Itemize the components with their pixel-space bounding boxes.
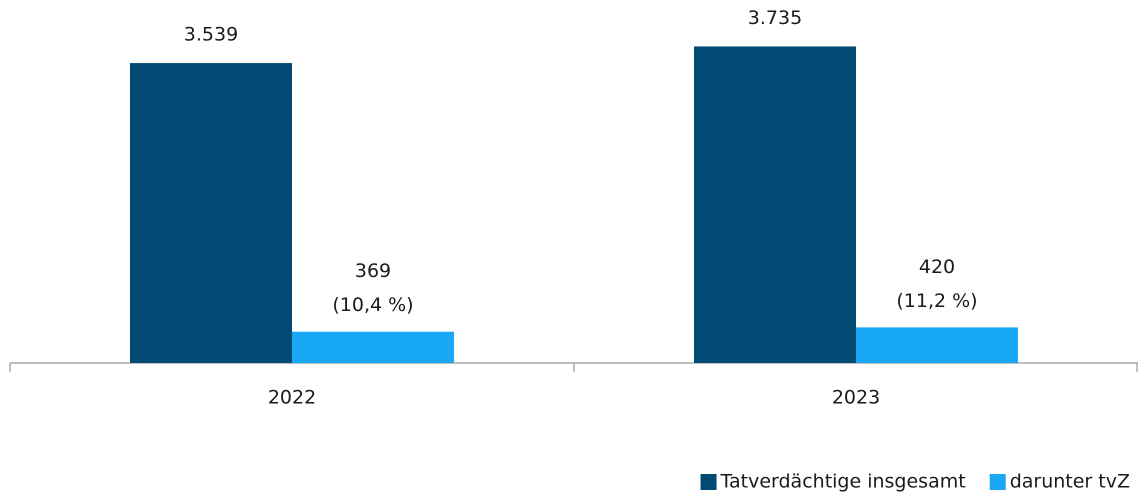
x-tick-label: 2022	[268, 387, 316, 409]
x-tick-label: 2023	[832, 387, 880, 409]
share-label: (11,2 %)	[896, 290, 977, 312]
bar	[694, 46, 856, 364]
bar	[130, 63, 292, 363]
legend-swatch	[700, 474, 717, 490]
value-label: 3.735	[748, 7, 802, 29]
legend-label: Tatverdächtige insgesamt	[720, 471, 966, 493]
legend-label: darunter tvZ	[1010, 471, 1130, 493]
value-label: 369	[355, 260, 391, 282]
value-label: 3.539	[184, 24, 238, 46]
bar	[856, 327, 1018, 363]
share-label: (10,4 %)	[332, 294, 413, 316]
value-label: 420	[919, 256, 955, 278]
bar	[292, 331, 454, 363]
legend-swatch	[989, 474, 1006, 490]
